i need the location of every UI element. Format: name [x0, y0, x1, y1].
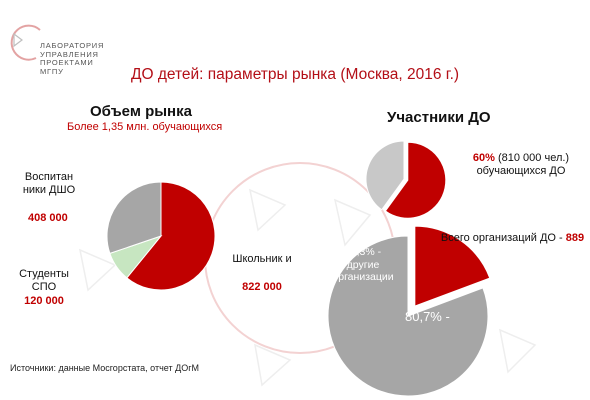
logo-line: ЛАБОРАТОРИЯ: [40, 41, 105, 50]
label-spo-name: Студенты СПО: [19, 268, 69, 293]
logo-text: ЛАБОРАТОРИЯ УПРАВЛЕНИЯ ПРОЕКТАМИ МГПУ: [40, 41, 105, 76]
label-spo-value: 120 000: [24, 295, 64, 307]
pie-slice: [327, 235, 489, 397]
pie-slice: [414, 225, 491, 307]
logo-line: ПРОЕКТАМИ: [40, 58, 94, 67]
participants-orgs-value: 889: [565, 232, 585, 244]
logo-circle-icon: [10, 24, 41, 61]
participants-share-pct: 60%: [472, 152, 495, 164]
label-dshko: Воспитан ники ДШО: [10, 171, 88, 197]
page-title: ДО детей: параметры рынка (Москва, 2016 …: [130, 66, 460, 83]
label-school-name: Школьник и: [232, 253, 292, 265]
pie-slice: [106, 181, 162, 255]
label-spo-value-wrap: 120 000: [14, 295, 74, 308]
other-orgs-pct-label: 19,3% - другие организации: [332, 246, 394, 283]
pie-slice: [384, 141, 447, 219]
label-dshko-value-wrap: 408 000: [10, 212, 88, 225]
pie-slice: [365, 140, 405, 211]
market-title: Объем рынка: [90, 103, 192, 120]
logo-line: МГПУ: [40, 66, 64, 76]
label-school-value-wrap: 822 000: [226, 281, 298, 294]
main-orgs-pct-label: 80,7% -: [405, 309, 450, 324]
participants-share-text: (810 000 чел.) обучающихся ДО: [476, 152, 570, 177]
participants-share-label: 60% (810 000 чел.) обучающихся ДО: [460, 152, 582, 178]
source-note: Источники: данные Мосгорстата, отчет ДОг…: [10, 363, 199, 373]
label-dshko-name: Воспитан ники ДШО: [22, 171, 76, 196]
participants-orgs-label: Всего организаций ДО - 889: [440, 232, 585, 245]
participants-title: Участники ДО: [387, 109, 491, 126]
label-school-value: 822 000: [242, 281, 282, 293]
label-dshko-value: 408 000: [28, 212, 68, 224]
participants-orgs-text: Всего организаций ДО -: [440, 232, 566, 244]
logo-line: УПРАВЛЕНИЯ: [40, 49, 99, 59]
pie-slice: [126, 181, 216, 291]
market-subtitle: Более 1,35 млн. обучающихся: [67, 121, 223, 133]
